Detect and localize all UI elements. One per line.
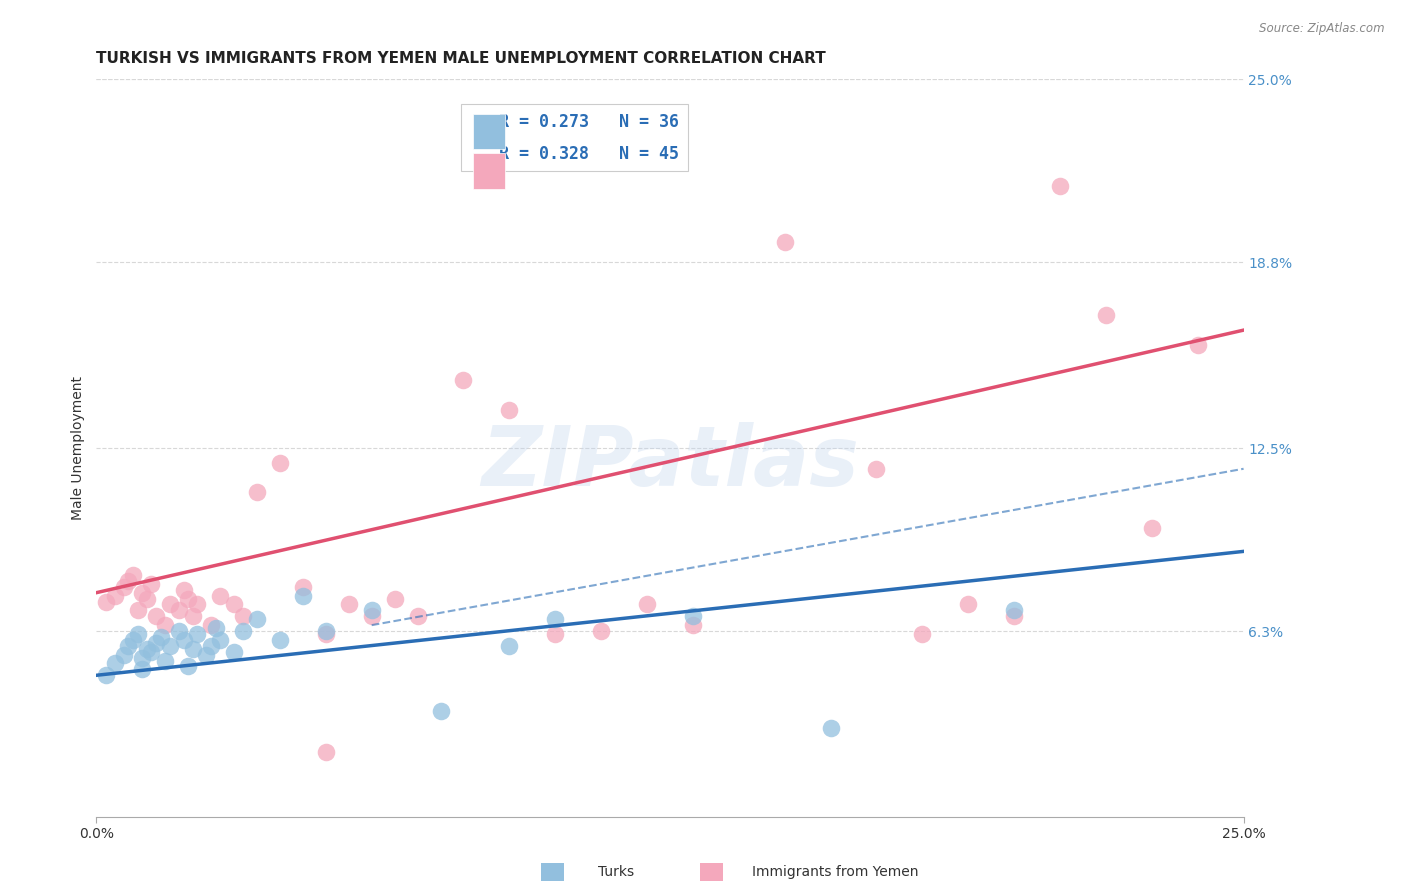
Point: [222, 645, 245, 659]
Point: [117, 574, 139, 588]
Point: [591, 624, 613, 638]
Point: [200, 618, 222, 632]
Y-axis label: Male Unemployment: Male Unemployment: [72, 376, 86, 520]
Point: [112, 580, 135, 594]
Point: [94, 594, 117, 608]
Point: [246, 612, 269, 626]
Point: [209, 632, 232, 647]
Point: [173, 632, 195, 647]
Point: [957, 598, 980, 612]
Point: [135, 591, 157, 606]
Point: [131, 585, 153, 599]
Point: [1095, 309, 1118, 323]
Point: [544, 627, 567, 641]
Point: [104, 589, 127, 603]
Point: [104, 657, 127, 671]
Point: [1140, 521, 1163, 535]
Point: [141, 577, 163, 591]
Point: [232, 624, 254, 638]
Point: [135, 641, 157, 656]
Point: [181, 641, 204, 656]
Point: [682, 618, 704, 632]
Point: [131, 662, 153, 676]
Point: [291, 580, 314, 594]
Point: [498, 639, 520, 653]
Point: [406, 609, 429, 624]
Point: [141, 645, 163, 659]
Point: [232, 609, 254, 624]
Text: TURKISH VS IMMIGRANTS FROM YEMEN MALE UNEMPLOYMENT CORRELATION CHART: TURKISH VS IMMIGRANTS FROM YEMEN MALE UN…: [97, 51, 827, 66]
Point: [153, 618, 176, 632]
Point: [167, 603, 190, 617]
Point: [145, 609, 167, 624]
Point: [200, 639, 222, 653]
Point: [429, 704, 451, 718]
Point: [167, 624, 190, 638]
Point: [159, 598, 181, 612]
Point: [112, 648, 135, 662]
Point: [145, 636, 167, 650]
Text: R = 0.273   N = 36
   R = 0.328   N = 45: R = 0.273 N = 36 R = 0.328 N = 45: [470, 112, 679, 162]
Point: [682, 609, 704, 624]
Point: [204, 621, 226, 635]
Point: [127, 627, 149, 641]
Point: [1002, 603, 1025, 617]
Point: [360, 609, 382, 624]
Point: [315, 627, 337, 641]
Point: [246, 485, 269, 500]
Point: [498, 402, 520, 417]
Point: [1002, 609, 1025, 624]
Point: [269, 632, 291, 647]
Point: [453, 373, 475, 387]
Point: [820, 722, 842, 736]
Point: [195, 648, 218, 662]
Bar: [472, 153, 505, 188]
Point: [636, 598, 658, 612]
Point: [291, 589, 314, 603]
Point: [911, 627, 934, 641]
Point: [865, 462, 887, 476]
Point: [209, 589, 232, 603]
Point: [122, 632, 145, 647]
Point: [177, 659, 200, 673]
Point: [159, 639, 181, 653]
Point: [384, 591, 406, 606]
Text: Turks: Turks: [598, 865, 634, 880]
Point: [131, 650, 153, 665]
Point: [315, 624, 337, 638]
Text: Immigrants from Yemen: Immigrants from Yemen: [752, 865, 918, 880]
Point: [177, 591, 200, 606]
Point: [1049, 178, 1071, 193]
Point: [186, 598, 208, 612]
Point: [94, 668, 117, 682]
Point: [173, 582, 195, 597]
Point: [117, 639, 139, 653]
Point: [544, 612, 567, 626]
Point: [127, 603, 149, 617]
Point: [337, 598, 360, 612]
Point: [122, 568, 145, 582]
Point: [269, 456, 291, 470]
Point: [1187, 338, 1209, 352]
Text: ZIPatlas: ZIPatlas: [481, 423, 859, 503]
Bar: [472, 114, 505, 150]
Point: [315, 745, 337, 759]
Text: Source: ZipAtlas.com: Source: ZipAtlas.com: [1260, 22, 1385, 36]
Point: [186, 627, 208, 641]
Point: [153, 654, 176, 668]
Point: [222, 598, 245, 612]
Point: [181, 609, 204, 624]
Point: [149, 630, 172, 644]
Point: [360, 603, 382, 617]
Point: [773, 235, 796, 249]
